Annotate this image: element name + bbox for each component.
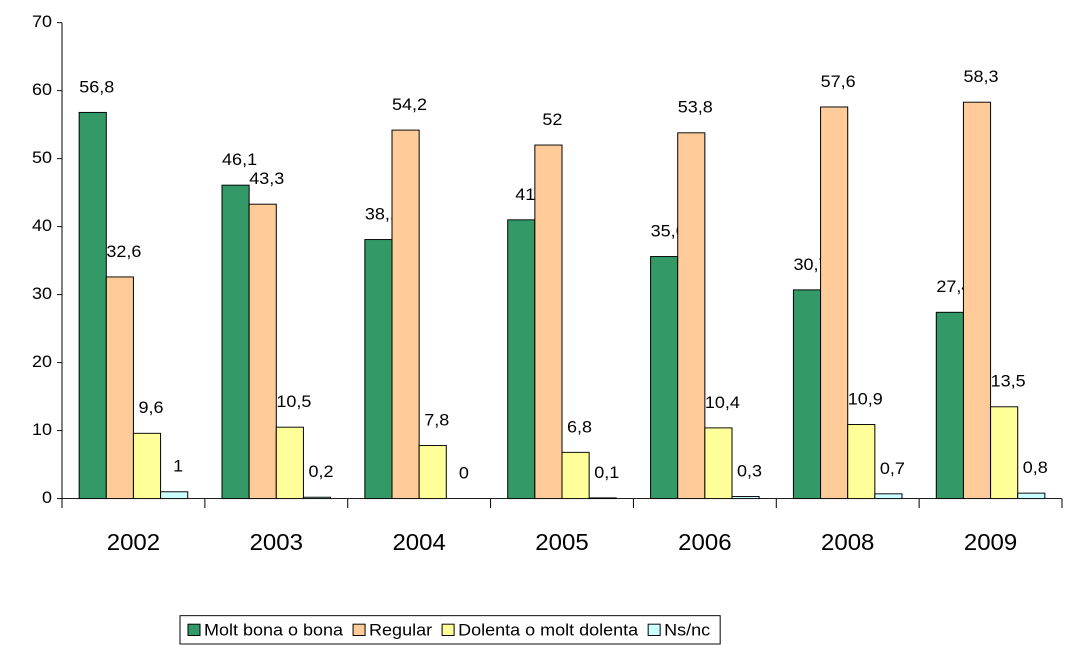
data-label: 53,8 [678, 97, 713, 116]
bar [391, 129, 420, 500]
bar [160, 491, 189, 500]
bar [990, 406, 1019, 500]
data-label: 1 [173, 456, 183, 475]
bar [935, 311, 964, 500]
bar [302, 496, 332, 500]
bar [820, 106, 849, 500]
y-tick-label: 60 [32, 80, 52, 99]
x-tick-label: 2002 [107, 530, 160, 555]
legend-label: Ns/nc [664, 620, 710, 639]
bar [561, 451, 590, 500]
data-label: 58,3 [963, 67, 998, 86]
bar [650, 256, 679, 500]
data-label: 10,4 [705, 392, 740, 411]
bar [78, 111, 107, 500]
bar [418, 445, 447, 500]
bar [677, 132, 706, 500]
data-label: 9,6 [138, 398, 163, 417]
bar [1017, 492, 1046, 500]
data-label: 32,6 [106, 241, 141, 260]
data-label: 41 [515, 184, 535, 203]
legend-swatch [352, 623, 366, 636]
bar [534, 144, 563, 500]
legend-swatch [647, 623, 661, 636]
x-tick-label: 2009 [964, 530, 1017, 555]
data-label: 56,8 [79, 77, 114, 96]
data-label: 0,7 [880, 458, 905, 477]
bar [248, 203, 277, 500]
data-label: 10,5 [276, 392, 311, 411]
bar [874, 493, 903, 500]
legend-label: Regular [369, 620, 432, 639]
data-label: 57,6 [821, 71, 856, 90]
data-label: 13,5 [991, 371, 1026, 390]
legend-swatch [441, 623, 455, 636]
data-label: 54,2 [392, 94, 427, 113]
data-label: 46,1 [222, 150, 257, 169]
bar [364, 239, 393, 500]
data-label: 0,8 [1023, 458, 1048, 477]
x-tick-label: 2003 [250, 530, 303, 555]
y-tick-label: 50 [32, 148, 52, 167]
data-label: 0,2 [308, 462, 333, 481]
legend-swatch [187, 623, 201, 636]
legend-label: Molt bona o bona [204, 620, 343, 639]
bar [132, 432, 162, 500]
bar [792, 289, 822, 500]
data-label: 0,1 [594, 462, 619, 481]
bar [507, 219, 536, 500]
y-tick-label: 0 [42, 488, 52, 507]
y-tick-label: 20 [32, 352, 52, 371]
bar [105, 276, 134, 500]
bar [704, 427, 733, 500]
bar [588, 497, 617, 500]
bar [847, 424, 876, 500]
data-label: 6,8 [567, 417, 592, 436]
x-tick-label: 2006 [678, 530, 731, 555]
bar [275, 426, 304, 500]
data-label: 27,4 [936, 277, 971, 296]
data-label: 7,8 [424, 410, 449, 429]
y-tick-label: 40 [32, 216, 52, 235]
data-label: 30,7 [793, 254, 828, 273]
data-label: 52 [542, 109, 562, 128]
data-label: 0,3 [737, 461, 762, 480]
data-label: 10,9 [848, 389, 883, 408]
x-tick-label: 2005 [535, 530, 588, 555]
y-tick-label: 10 [32, 420, 52, 439]
bar [731, 496, 760, 500]
data-label: 38,1 [365, 204, 400, 223]
x-tick-label: 2008 [821, 530, 874, 555]
bar [221, 184, 250, 500]
x-tick-label: 2004 [392, 530, 445, 555]
data-label: 0 [459, 463, 469, 482]
y-tick-label: 70 [32, 12, 52, 31]
y-tick-label: 30 [32, 284, 52, 303]
legend-label: Dolenta o molt dolenta [458, 620, 638, 639]
bar [962, 101, 992, 500]
data-label: 35,6 [651, 221, 686, 240]
data-label: 43,3 [249, 169, 284, 188]
